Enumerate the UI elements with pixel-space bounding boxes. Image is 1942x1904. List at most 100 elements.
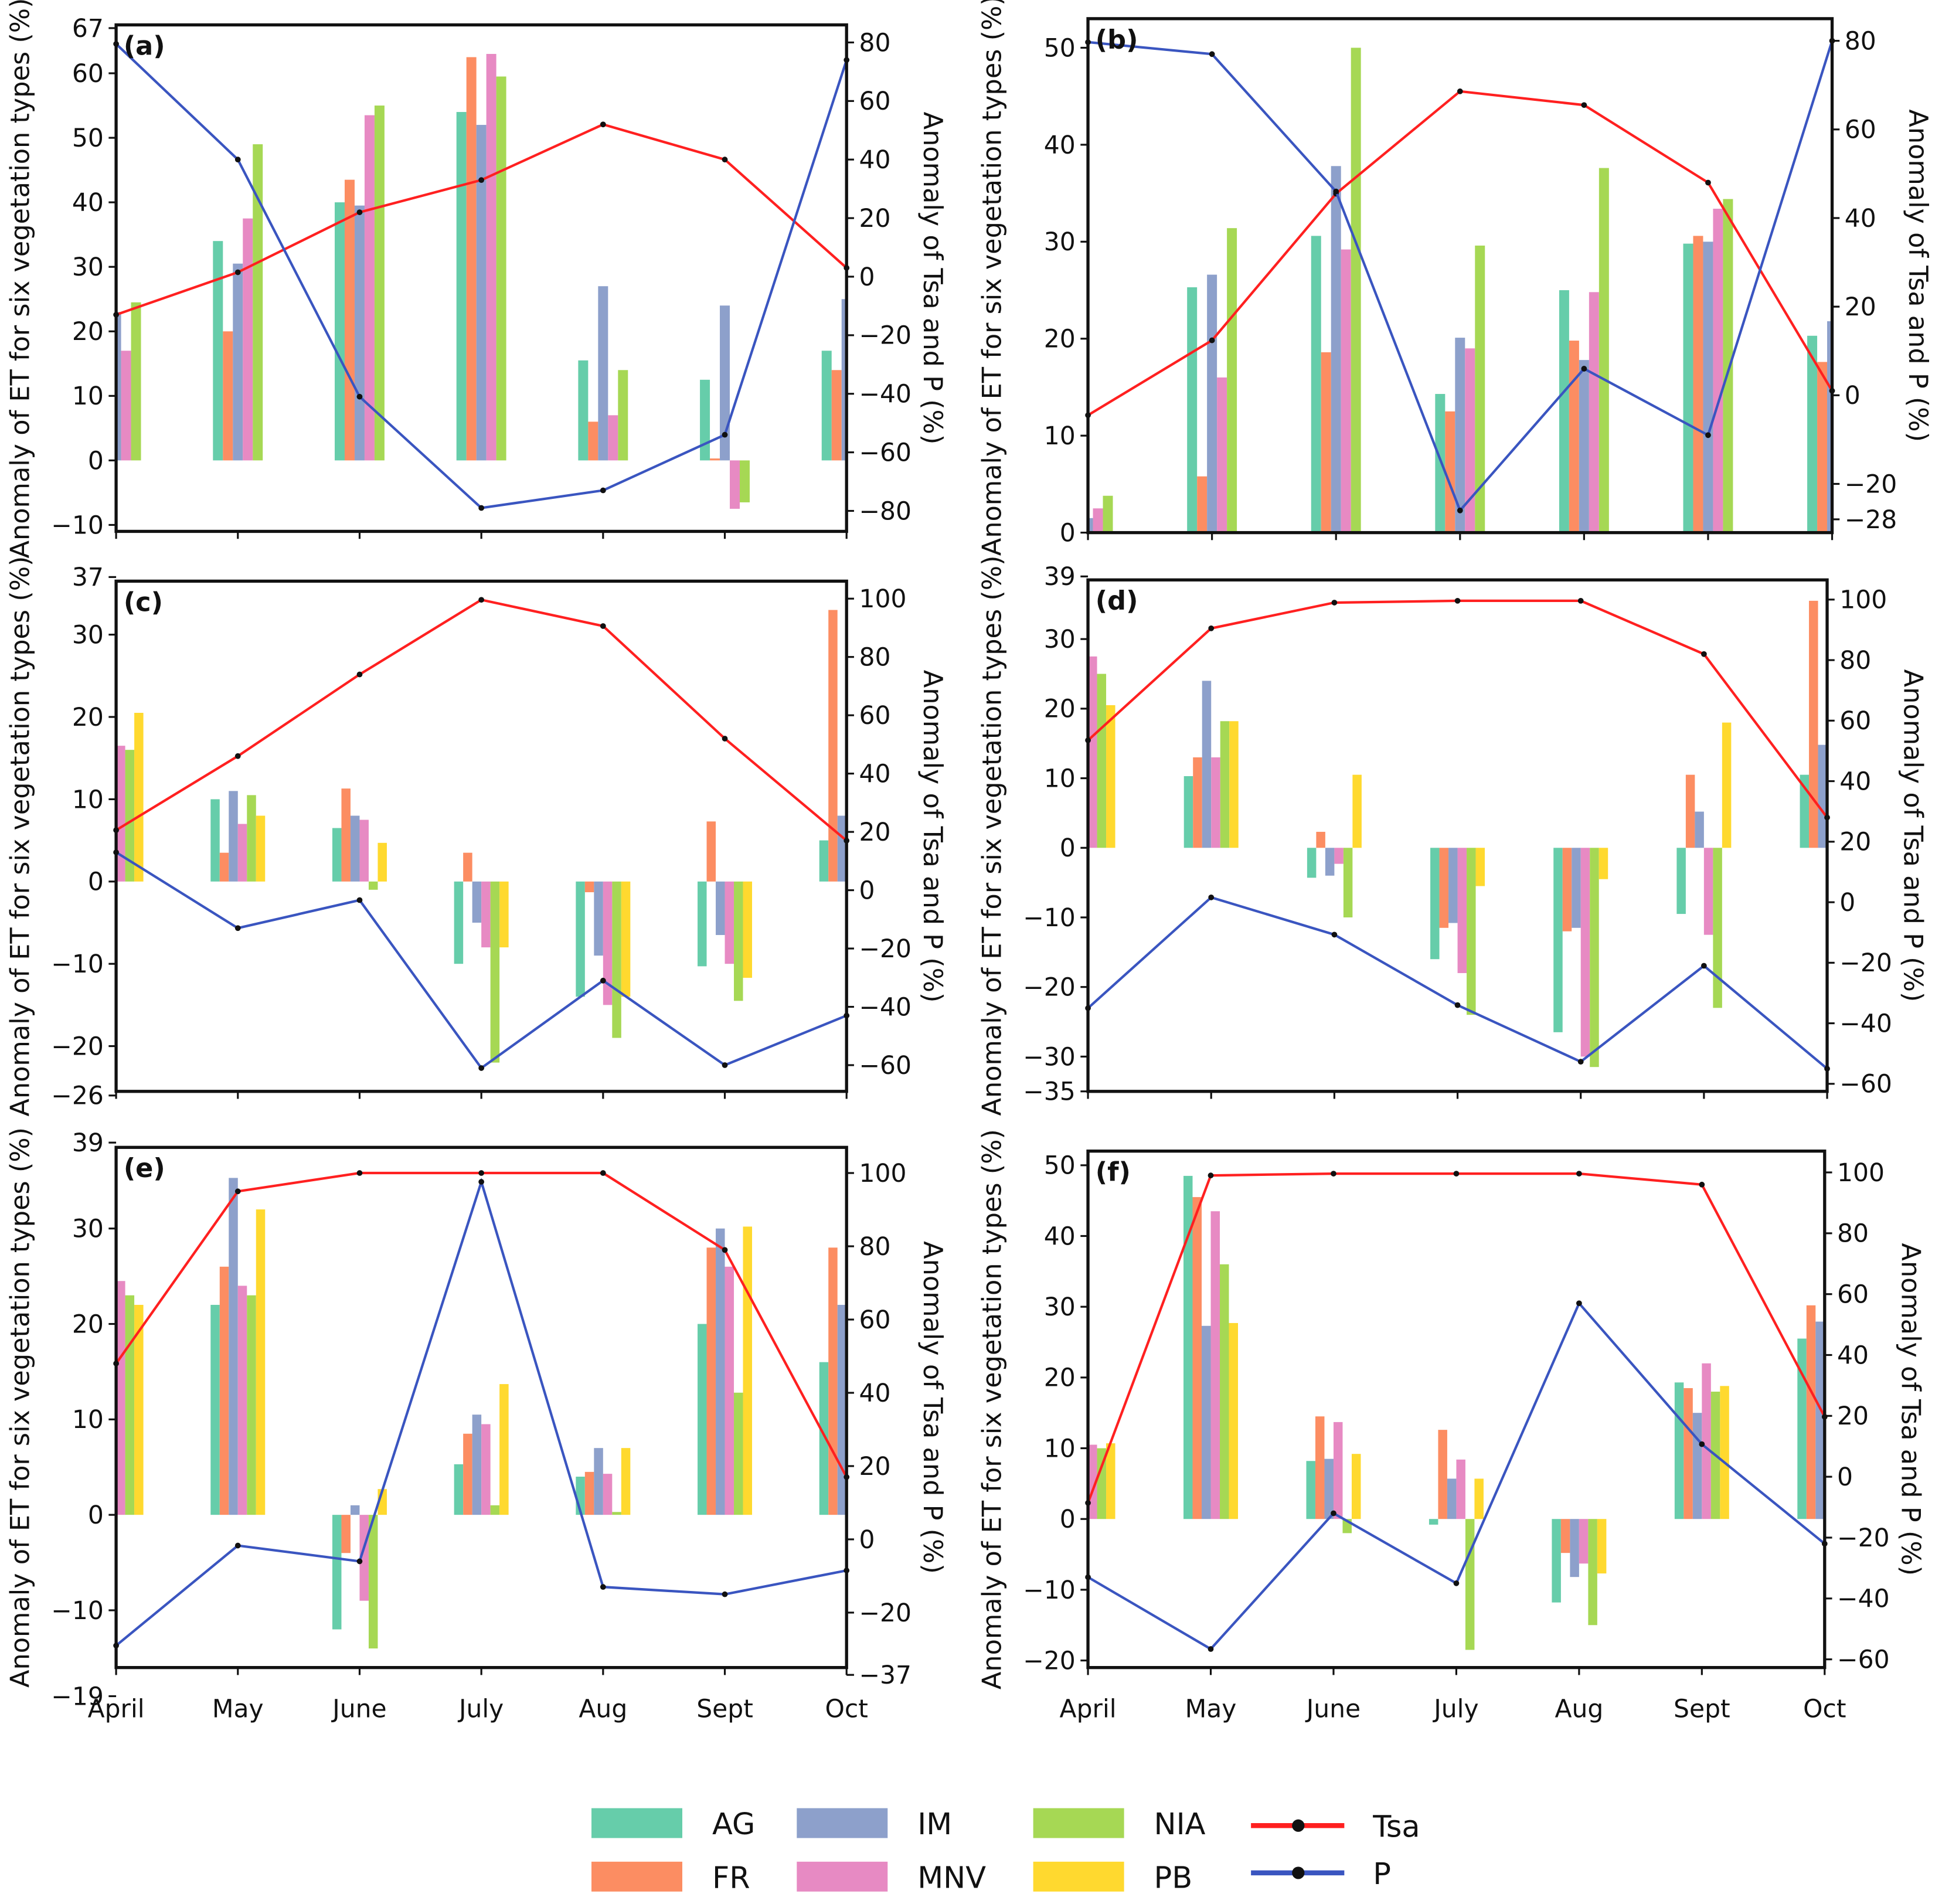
y2-tick-label: 60: [1837, 1281, 1869, 1310]
bar-IM-Oct: [1827, 321, 1832, 533]
legend-marker-Tsa: [1292, 1819, 1305, 1832]
bar-NIA-July: [490, 1505, 500, 1515]
bar-PB-Sept: [743, 881, 753, 978]
bar-AG-Sept: [1674, 1382, 1684, 1519]
bar-AG-Oct: [1800, 774, 1810, 848]
bar-MNV-April: [121, 351, 131, 461]
bar-AG-April: [1061, 642, 1070, 848]
bar-AG-April: [89, 754, 98, 882]
y2-tick-label: 0: [859, 263, 875, 292]
legend-item-AG: AG: [591, 1807, 755, 1842]
y2-tick-label: −60: [859, 1052, 912, 1080]
point-P-July: [1457, 507, 1463, 514]
bars: [1061, 600, 1828, 1067]
y-tick-label: −20: [51, 1032, 104, 1061]
bar-IM-June: [1325, 848, 1335, 876]
legend-label: NIA: [1154, 1807, 1206, 1842]
bar-NIA-Sept: [734, 881, 743, 1001]
y-tick-label: 10: [72, 1406, 104, 1434]
y2-tick-label: 100: [1839, 586, 1887, 615]
y-tick-label: −10: [51, 1597, 104, 1626]
panel-label: (e): [124, 1153, 165, 1184]
bar-MNV-Sept: [725, 881, 734, 964]
bar-NIA-June: [1351, 47, 1361, 533]
bar-FR-Aug: [1569, 341, 1579, 533]
y-tick-label: 60: [72, 60, 104, 89]
bar-FR-Sept: [1683, 1388, 1693, 1519]
bar-AG-Sept: [1683, 243, 1693, 533]
point-P-Aug: [1576, 1300, 1582, 1307]
y-tick-label: 20: [1044, 1364, 1076, 1393]
bar-IM-July: [1447, 1478, 1457, 1519]
bar-FR-April: [98, 1262, 107, 1515]
point-P-May: [234, 157, 241, 163]
bar-IM-Oct: [1818, 744, 1828, 848]
bar-AG-Oct: [819, 1362, 829, 1515]
bar-MNV-Sept: [1713, 209, 1723, 533]
x-tick-label: May: [1185, 1695, 1237, 1724]
y-tick-label: 20: [1044, 695, 1076, 724]
y2-tick-label: −40: [859, 993, 912, 1022]
bar-AG-July: [456, 112, 467, 461]
y-tick-label: 10: [1044, 764, 1076, 793]
point-Tsa-Aug: [1581, 102, 1587, 108]
bar-FR-Aug: [584, 1471, 594, 1515]
bar-NIA-June: [374, 106, 385, 461]
bar-NIA-Aug: [618, 370, 628, 461]
bar-NIA-June: [368, 1515, 378, 1649]
point-P-Aug: [600, 487, 606, 494]
bar-MNV-April: [116, 746, 125, 882]
bar-AG-Oct: [819, 840, 829, 882]
bar-NIA-Aug: [612, 1512, 621, 1515]
bar-IM-April: [116, 312, 121, 461]
legend-swatch-IM: [797, 1808, 888, 1838]
bar-FR-Oct: [1817, 362, 1828, 533]
bar-IM-July: [476, 125, 487, 461]
y2-tick-label: 80: [1837, 1220, 1869, 1249]
bar-PB-Oct: [865, 1314, 873, 1515]
bar-PB-May: [1229, 1322, 1238, 1519]
bar-FR-June: [1321, 352, 1331, 533]
bars: [98, 1178, 873, 1649]
bar-IM-Oct: [1815, 1321, 1825, 1519]
bar-FR-Oct: [828, 610, 838, 882]
bar-NIA-July: [1475, 245, 1485, 533]
y-tick-label: −10: [1023, 1576, 1076, 1605]
point-P-Sept: [722, 1062, 728, 1068]
bar-MNV-Oct: [1837, 345, 1847, 532]
y-tick-label: 20: [72, 1310, 104, 1339]
bar-MNV-May: [243, 218, 253, 461]
legend-marker-P: [1292, 1866, 1305, 1879]
bar-IM-Aug: [594, 1448, 603, 1515]
bar-AG-Oct: [821, 351, 832, 461]
panel-b: 0 10 20 30 40 50 −28 −20 0 20 40 60 80 (b) Anomaly of …: [977, 0, 1933, 556]
bar-IM-May: [229, 791, 238, 882]
bar-PB-June: [1352, 774, 1362, 848]
bar-IM-June: [354, 205, 365, 461]
bar-NIA-July: [490, 881, 500, 1063]
bar-FR-July: [463, 852, 472, 882]
y-axis-label: Anomaly of ET for six vegetation types (…: [977, 0, 1007, 556]
point-Tsa-Aug: [600, 1170, 606, 1176]
legend-label: PB: [1154, 1861, 1193, 1895]
bar-NIA-June: [1343, 848, 1353, 917]
bar-PB-May: [1229, 721, 1239, 848]
y-axis-label: Anomaly of ET for six vegetation types (…: [5, 1127, 35, 1688]
y2-tick-label: 20: [1839, 828, 1871, 857]
y2-tick-label: 40: [859, 146, 890, 175]
bar-NIA-July: [496, 76, 506, 461]
bar-MNV-Aug: [1580, 848, 1590, 1057]
y2-tick-label: −20: [859, 935, 912, 964]
bar-MNV-Sept: [725, 1266, 734, 1515]
y2-axis-label: Anomaly of Tsa and P (%): [917, 670, 948, 1003]
bar-NIA-May: [1220, 721, 1230, 848]
point-P-June: [356, 1558, 363, 1565]
bar-MNV-April: [1088, 1444, 1097, 1519]
point-P-May: [1208, 1646, 1214, 1652]
y2-tick-label: 40: [1837, 1341, 1869, 1370]
y-tick-label: −26: [51, 1082, 104, 1111]
bar-NIA-April: [125, 1295, 135, 1515]
bar-MNV-May: [237, 824, 247, 882]
bar-NIA-Aug: [1588, 1519, 1597, 1626]
bars: [1088, 47, 1847, 533]
